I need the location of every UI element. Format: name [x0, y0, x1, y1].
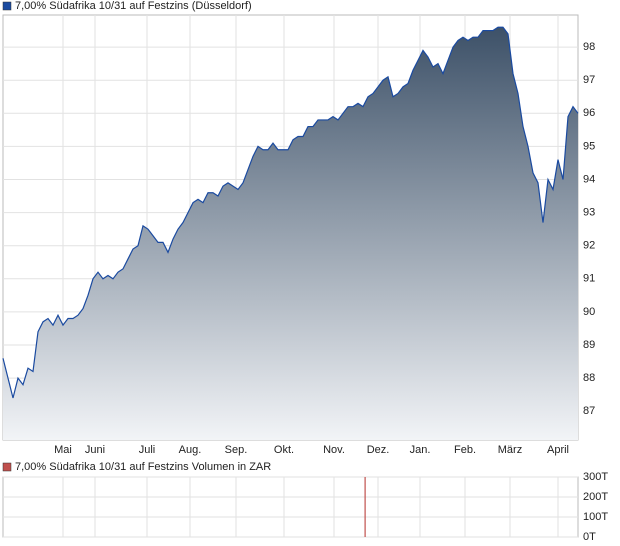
y-tick-label: 93: [583, 207, 595, 219]
y-tick-label: 98: [583, 41, 595, 53]
x-tick-label: Aug.: [179, 444, 202, 456]
plot-area: [2, 476, 579, 538]
x-tick-label: April: [547, 444, 569, 456]
y-tick-label: 100T: [583, 511, 608, 523]
x-tick-label: Okt.: [274, 444, 294, 456]
y-tick-label: 0T: [583, 531, 596, 543]
y-tick-label: 96: [583, 107, 595, 119]
legend-swatch: [2, 1, 12, 11]
area: [3, 27, 578, 440]
x-tick-label: Feb.: [454, 444, 476, 456]
legend-label: 7,00% Südafrika 10/31 auf Festzins Volum…: [15, 461, 271, 473]
y-tick-label: 95: [583, 140, 595, 152]
legend-swatch: [2, 462, 12, 472]
line: [2, 26, 579, 399]
x-tick-label: Juni: [85, 444, 105, 456]
y-tick-label: 94: [583, 173, 595, 185]
y-tick-label: 300T: [583, 471, 608, 483]
bar: [364, 477, 366, 537]
x-tick-label: Nov.: [323, 444, 345, 456]
x-tick-label: Mai: [54, 444, 72, 456]
y-tick-label: 89: [583, 339, 595, 351]
y-tick-label: 92: [583, 240, 595, 252]
y-tick-label: 90: [583, 306, 595, 318]
legend-label: 7,00% Südafrika 10/31 auf Festzins (Düss…: [15, 0, 252, 12]
y-tick-label: 91: [583, 273, 595, 285]
x-tick-label: Juli: [139, 444, 156, 456]
y-tick-label: 200T: [583, 491, 608, 503]
x-tick-label: März: [498, 444, 522, 456]
y-tick-label: 88: [583, 372, 595, 384]
x-tick-label: Jan.: [410, 444, 431, 456]
y-tick-label: 97: [583, 74, 595, 86]
y-tick-label: 87: [583, 405, 595, 417]
x-tick-label: Sep.: [225, 444, 248, 456]
x-tick-label: Dez.: [367, 444, 390, 456]
